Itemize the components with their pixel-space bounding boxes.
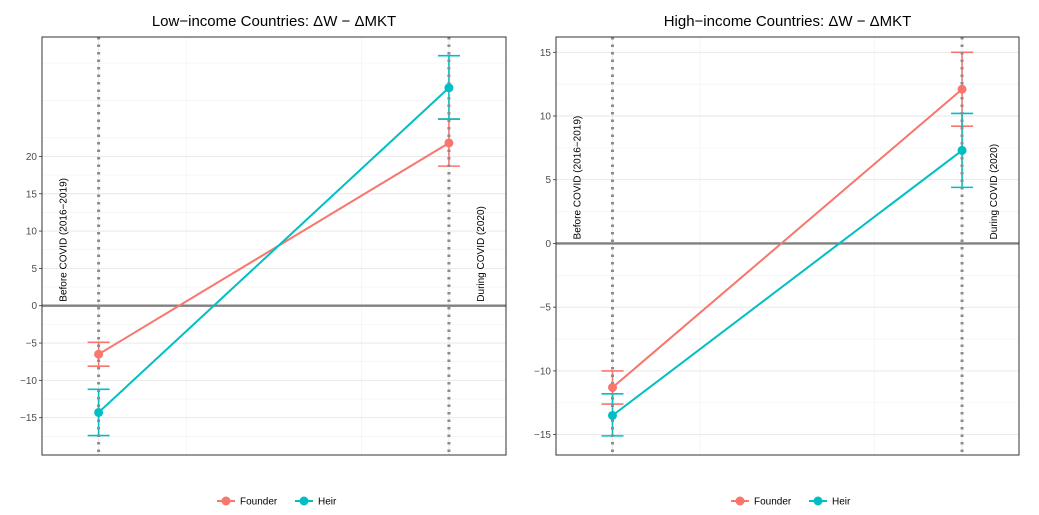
legend: Founder Heir	[731, 496, 851, 508]
legend-label: Heir	[832, 497, 851, 508]
data-point-heir	[444, 83, 454, 93]
y-tick-label: −15	[20, 413, 37, 424]
y-tick-label: 15	[540, 48, 552, 59]
plot-border	[555, 36, 1020, 456]
data-point-heir	[957, 145, 967, 155]
legend: Founder Heir	[217, 496, 337, 508]
chart-title: Low−income Countries: ΔW − ΔMKT	[152, 13, 396, 30]
y-tick-label: −5	[26, 339, 38, 350]
chart-panel-2: −15 −10 −5 0 5 10 15 Before COVID (2016−2019) Du…	[534, 13, 1020, 508]
series-line-heir	[97, 87, 450, 414]
y-tick-label: 10	[26, 227, 38, 238]
event-annotation: During COVID (2020)	[476, 206, 487, 302]
legend-label: Heir	[318, 497, 337, 508]
legend-key-heir	[813, 496, 823, 506]
series-line-founder	[611, 88, 963, 389]
event-annotation: Before COVID (2016−2019)	[59, 178, 70, 302]
event-annotation: Before COVID (2016−2019)	[572, 116, 583, 240]
y-tick-label: 0	[31, 301, 37, 312]
series-line-founder	[98, 142, 450, 356]
plot-border	[41, 36, 507, 456]
y-tick-label: −5	[540, 303, 552, 314]
series-line-heir	[611, 149, 963, 417]
event-annotation: During COVID (2020)	[989, 144, 1000, 240]
y-tick-label: −10	[534, 366, 551, 377]
legend-key-heir	[299, 496, 309, 506]
y-tick-label: 5	[31, 264, 37, 275]
y-tick-label: 20	[26, 152, 38, 163]
data-point-founder	[607, 382, 617, 392]
chart-title: High−income Countries: ΔW − ΔMKT	[664, 13, 912, 30]
chart-panel-1: −15 −10 −5 0 5 10 15 20 Before COVID (2016−2019)…	[20, 13, 507, 508]
y-tick-label: 10	[540, 112, 552, 123]
data-point-founder	[94, 349, 104, 359]
y-tick-label: 5	[545, 175, 551, 186]
legend-key-founder	[221, 496, 231, 506]
legend-label: Founder	[754, 497, 792, 508]
y-tick-label: −10	[20, 376, 37, 387]
y-tick-label: 0	[545, 239, 551, 250]
data-point-founder	[957, 84, 967, 94]
legend-key-founder	[735, 496, 745, 506]
data-point-heir	[94, 407, 104, 417]
y-tick-label: −15	[534, 430, 551, 441]
data-point-founder	[444, 138, 454, 148]
y-tick-label: 15	[26, 189, 38, 200]
data-point-heir	[607, 410, 617, 420]
legend-label: Founder	[240, 497, 278, 508]
